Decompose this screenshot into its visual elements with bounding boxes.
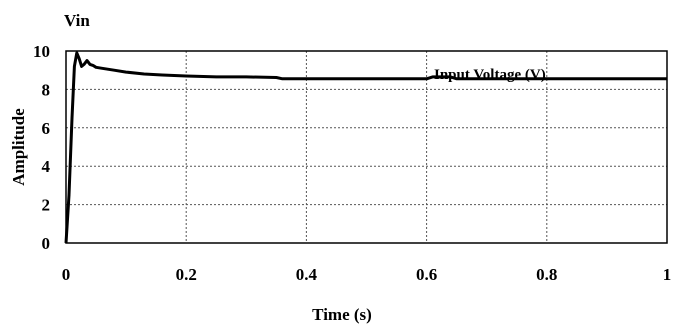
x-tick-label: 0 bbox=[62, 265, 71, 284]
y-tick-label: 4 bbox=[42, 157, 51, 176]
y-tick-labels: 0 2 4 6 8 10 bbox=[33, 42, 51, 253]
y-tick-label: 6 bbox=[42, 119, 51, 138]
y-tick-label: 0 bbox=[42, 234, 51, 253]
y-tick-label: 2 bbox=[42, 196, 51, 215]
grid bbox=[66, 51, 667, 243]
series-annotation: Input Voltage (V) bbox=[434, 67, 546, 83]
x-tick-label: 0.6 bbox=[416, 265, 437, 284]
y-tick-label: 8 bbox=[42, 80, 51, 99]
x-tick-label: 0.8 bbox=[536, 265, 557, 284]
y-axis-label: Amplitude bbox=[9, 108, 28, 186]
x-tick-label: 0.4 bbox=[296, 265, 318, 284]
plot-frame bbox=[65, 50, 668, 244]
x-tick-label: 1 bbox=[663, 265, 672, 284]
x-tick-label: 0.2 bbox=[176, 265, 197, 284]
series-layer bbox=[64, 51, 667, 244]
x-tick-labels: 0 0.2 0.4 0.6 0.8 1 bbox=[62, 265, 672, 284]
series-line-0 bbox=[64, 51, 667, 244]
y-tick-label: 10 bbox=[33, 42, 50, 61]
x-axis-label: Time (s) bbox=[312, 305, 372, 324]
chart-title: Vin bbox=[64, 11, 90, 30]
